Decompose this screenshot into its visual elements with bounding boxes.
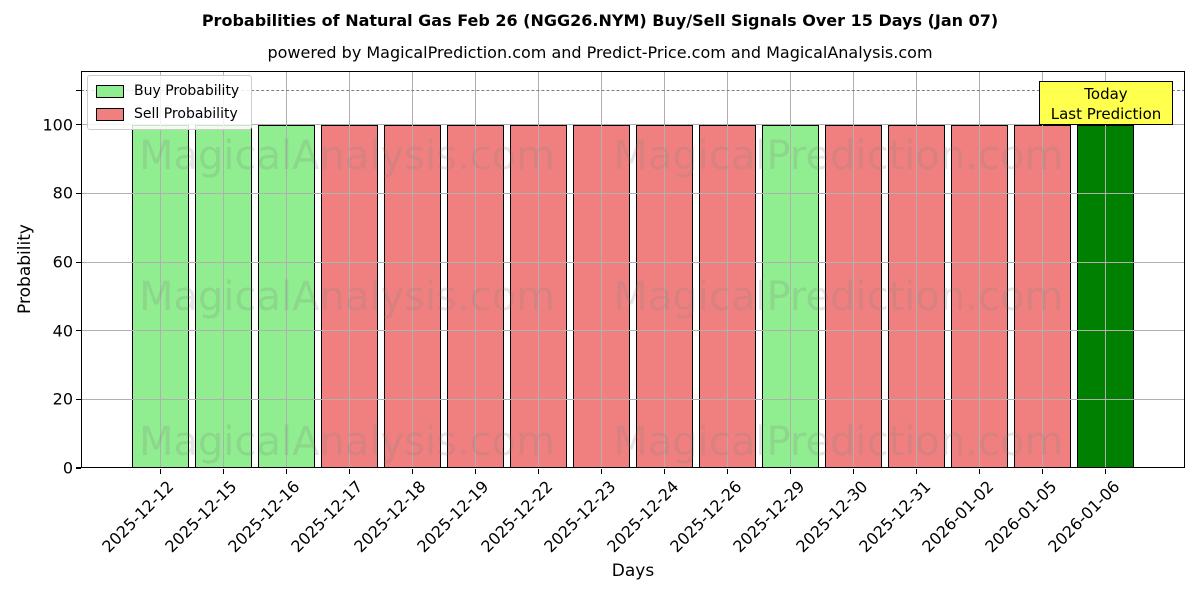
gridline-vertical	[159, 71, 161, 468]
gridline-vertical	[348, 71, 350, 468]
legend-item: Sell Probability	[96, 106, 239, 122]
today-annotation-line1: Today	[1084, 85, 1128, 103]
gridline-vertical	[411, 71, 413, 468]
watermark-text: MagicalAnalysis.com	[139, 274, 556, 321]
legend-label: Sell Probability	[134, 106, 238, 122]
x-tick-mark	[726, 468, 729, 474]
watermark-text: MagicalPrediction.com	[613, 274, 1064, 321]
x-tick-mark	[789, 468, 792, 474]
x-tick-mark	[852, 468, 855, 474]
watermark-text: MagicalPrediction.com	[613, 419, 1064, 466]
watermark-text: MagicalAnalysis.com	[139, 132, 556, 179]
x-tick-mark	[411, 468, 414, 474]
x-axis-label: Days	[611, 561, 655, 581]
y-tick-label: 40	[52, 321, 73, 341]
gridline-horizontal	[81, 330, 1185, 332]
gridline-vertical	[474, 71, 476, 468]
x-tick-mark	[285, 468, 287, 474]
legend-swatch	[96, 84, 124, 98]
gridline-horizontal	[81, 261, 1185, 263]
y-tick-mark	[75, 330, 81, 332]
chart-subtitle: powered by MagicalPrediction.com and Pre…	[267, 43, 933, 62]
gridline-vertical	[222, 71, 224, 468]
today-annotation: Today Last Prediction	[1039, 81, 1173, 125]
y-tick-label: 60	[52, 252, 73, 272]
x-tick-mark	[1105, 468, 1107, 474]
y-axis-label: Probability	[15, 224, 35, 314]
legend-item: Buy Probability	[96, 83, 239, 99]
gridline-horizontal	[81, 398, 1185, 400]
gridline-vertical	[916, 71, 918, 468]
y-tick-mark	[75, 467, 81, 469]
gridline-vertical	[979, 71, 981, 468]
today-annotation-line2: Last Prediction	[1050, 105, 1162, 123]
x-tick-mark	[222, 468, 224, 474]
x-tick-mark	[915, 468, 918, 474]
y-tick-label: 100	[42, 115, 73, 135]
y-tick-mark	[75, 192, 81, 195]
y-tick-label: 0	[62, 458, 73, 478]
legend-label: Buy Probability	[134, 83, 240, 99]
gridline-horizontal	[81, 192, 1185, 194]
y-tick-mark	[75, 124, 81, 126]
y-tick-label: 80	[52, 183, 73, 203]
x-tick-mark	[537, 468, 540, 474]
chart-title: Probabilities of Natural Gas Feb 26 (NGG…	[201, 11, 999, 30]
y-tick-label: 20	[52, 389, 73, 409]
gridline-vertical	[1105, 71, 1107, 468]
gridline-vertical	[790, 71, 792, 468]
x-tick-mark	[348, 468, 351, 474]
x-tick-mark	[159, 468, 161, 474]
watermark-text: MagicalPrediction.com	[613, 132, 1064, 179]
gridline-horizontal	[81, 124, 1185, 126]
x-tick-mark	[978, 468, 981, 474]
x-tick-mark	[1041, 468, 1044, 474]
threshold-dashed-line	[81, 89, 1185, 91]
gridline-vertical	[537, 71, 539, 468]
gridline-vertical	[727, 71, 729, 468]
legend: Buy Probability Sell Probability	[87, 75, 253, 130]
gridline-vertical	[853, 71, 855, 468]
y-tick-mark	[75, 398, 81, 400]
gridline-vertical	[600, 71, 602, 468]
legend-swatch	[96, 107, 124, 121]
x-tick-mark	[474, 468, 477, 474]
x-tick-mark	[600, 468, 603, 474]
gridline-vertical	[285, 71, 287, 468]
y-tick-mark	[75, 261, 81, 263]
x-tick-mark	[663, 468, 666, 474]
y-tick-mark-threshold	[75, 89, 81, 92]
gridline-vertical	[664, 71, 665, 468]
watermark-text: MagicalAnalysis.com	[139, 419, 556, 466]
gridline-vertical	[1042, 71, 1044, 468]
